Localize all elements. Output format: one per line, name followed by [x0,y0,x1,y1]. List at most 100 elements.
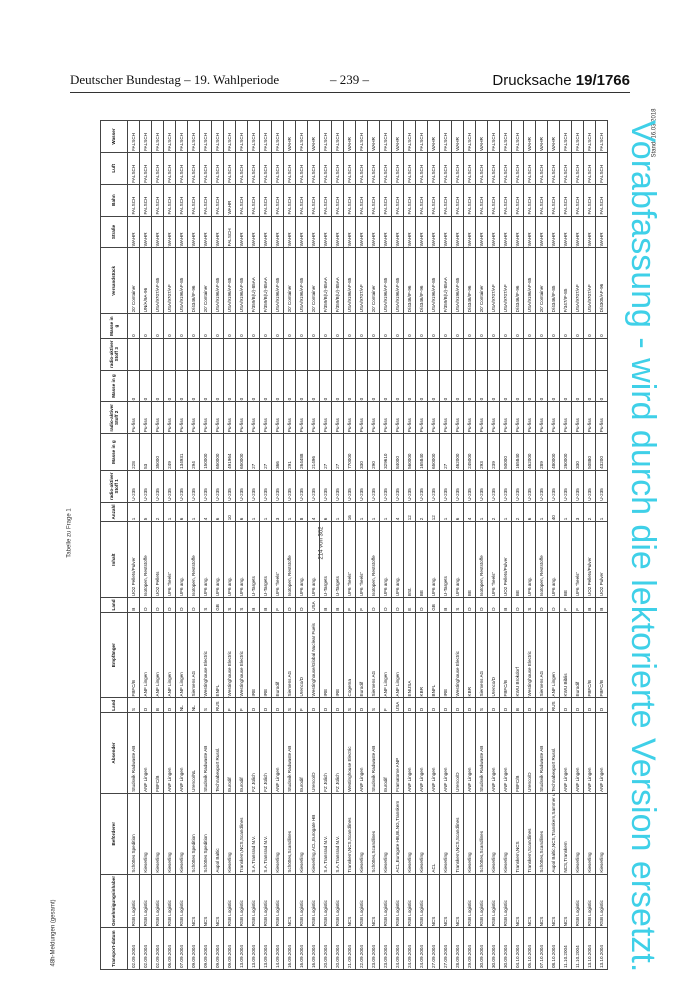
table-cell: ANF Lingen [403,712,416,794]
table-cell: U-Targets [319,521,332,598]
table-cell: 329610 [379,433,392,471]
table-cell: U-235 [535,470,548,503]
table-cell: B [151,697,164,713]
table-cell: NCS [511,874,524,928]
header-rule [70,92,630,93]
table-cell: 330 [571,433,584,471]
table-cell: Westinghouse Electric [343,712,356,794]
table-cell: F [559,597,572,613]
table-cell: 0 [403,313,416,339]
table-cell: 07.10.2004 [535,927,548,970]
column-header: radio-aktiver Stoff 3 [100,338,128,371]
table-row: 20.09.2004 RSB Logistic S.A.Transrad N.V. F… [331,120,344,970]
table-cell: S [199,697,212,713]
table-row: 14.09.2004 RSB Logistic Kieserling ANF Ling… [271,120,284,970]
table-cell: FALSCH [535,184,548,217]
table-cell: RSB Logistic [403,874,416,928]
table-cell: 2 [583,502,596,522]
table-cell [331,338,344,371]
table-cell: 12 [403,502,416,522]
table-row: 07.09.2004 RSB Logistic Kieserling ANF Ling… [175,120,188,970]
table-cell: ENFL [211,612,224,698]
table-cell: WAHR [211,216,224,248]
table-cell: FALSCH [247,184,260,217]
table-cell: 53 [139,433,152,471]
table-cell: U-Targets [331,521,344,598]
table-cell: FALSCH [571,152,584,185]
table-cell: 1 [439,502,452,522]
table-cell: FBFC/B [151,712,164,794]
table-cell: 13.10.2004 [583,927,596,970]
table-cell: 0 [391,313,404,339]
table-cell: FALSCH [571,184,584,217]
table-cell: WAHR [487,216,500,248]
table-cell: Pu-fiss [139,401,152,434]
table-row: 16.09.2004 RSB Logistic Kieserling,ACL,Eur… [307,120,320,970]
table-cell: 0 [331,370,344,402]
table-cell: 0 [151,370,164,402]
table-cell: 0 [259,370,272,402]
table-cell: RSB Logistic [127,874,140,928]
table-cell: 0 [571,370,584,402]
table-cell: 0 [271,370,284,402]
table-cell: D [331,697,344,713]
table-cell: FALSCH [199,184,212,217]
table-cell: D [403,697,416,713]
table-cell: USA/9196/AF-85 [295,247,308,314]
table-cell: 165840 [415,433,428,471]
table-cell: Siemens AG [187,612,200,698]
table-cell: D [559,697,572,713]
table-cell: Studsvik Radwaste AB [127,712,140,794]
table-cell: FALSCH [499,152,512,185]
table-cell: Pu-fiss [403,401,416,434]
table-cell: Kieserling [175,793,188,875]
table-cell: D [139,597,152,613]
table-cell: 0 [247,370,260,402]
table-cell: FALSCH [355,120,368,153]
table-cell: RSB Logistic [175,874,188,928]
table-cell: 260000 [559,433,572,471]
table-cell: ANF Lingen [571,712,584,794]
table-cell: FALSCH [547,184,560,217]
column-header: Genehmigungsinhaber [100,874,128,928]
table-cell: Westinghouse Electric [223,612,236,698]
table-cell: Kieserling [415,793,428,875]
table-cell: FALSCH [295,120,308,153]
table-cell: 12 [427,502,440,522]
table-cell: KWU Biblis [559,612,572,698]
table-cell: F/359/B(U)-85AA [319,247,332,314]
table-cell [355,338,368,371]
table-cell: NCS [559,874,572,928]
table-cell: Isotopen, Reststoffe [283,521,296,598]
table-cell: Kieserling [439,793,452,875]
table-cell: 16.09.2004 [295,927,308,970]
table-cell: Urenco/D [487,612,500,698]
table-cell: Kieserling [139,793,152,875]
table-cell: UF6 ang. [427,521,440,598]
table-cell: Pu-fiss [223,401,236,434]
table-row: 13.09.2004 RSB Logistic S.A.Transrad N.V. F… [247,120,260,970]
table-cell: Eurodif [355,612,368,698]
column-header: Inhalt [100,521,128,598]
table-cell: FALSCH [379,184,392,217]
table-cell: Transkem,NCS,Scandlines [235,793,248,875]
table-cell [475,338,488,371]
table-cell: S [127,697,140,713]
table-cell: FALSCH [439,152,452,185]
table-cell: ACL,Eurogate HB,BLNG,Transkem [391,793,404,875]
table-cell: FALSCH [451,152,464,185]
table-cell: Pu-fiss [199,401,212,434]
table-cell: FALSCH [523,152,536,185]
table-cell: Kieserling [163,793,176,875]
table-cell: ANF Lingen [139,612,152,698]
table-cell: 4 [307,502,320,522]
table-cell [523,338,536,371]
table-cell: 0 [463,370,476,402]
table-cell: D [163,697,176,713]
table-cell: Pu-fiss [163,401,176,434]
table-cell: WAHR [283,216,296,248]
table-cell: U-235 [163,470,176,503]
table-cell: USA/9196/AF-85 [379,247,392,314]
table-cell: FALSCH [355,152,368,185]
table-cell: 0 [379,370,392,402]
